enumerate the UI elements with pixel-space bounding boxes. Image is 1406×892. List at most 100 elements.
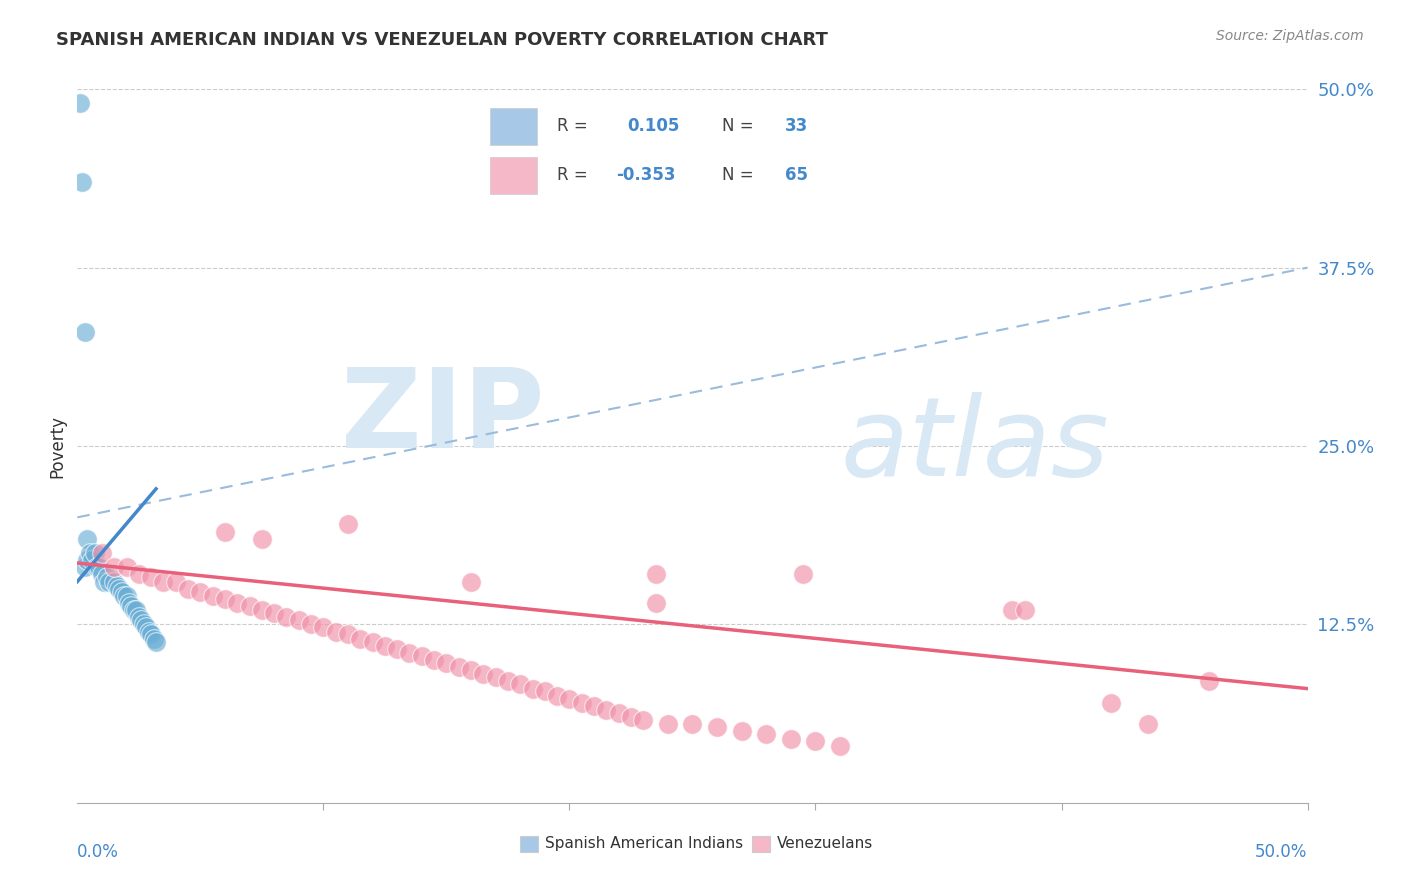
Point [349, 632, 371, 646]
Text: 0.0%: 0.0% [77, 843, 120, 861]
Point [142, 632, 165, 646]
Point [135, 620, 157, 634]
Point [111, 584, 132, 599]
Y-axis label: Poverty: Poverty [48, 415, 66, 477]
Point [534, 684, 557, 698]
Point [423, 653, 446, 667]
Point [558, 691, 581, 706]
Point [1136, 717, 1159, 731]
Text: Spanish American Indians: Spanish American Indians [546, 837, 744, 851]
Point [76, 553, 98, 567]
Point [496, 674, 519, 689]
Point [447, 660, 470, 674]
FancyBboxPatch shape [489, 157, 537, 194]
Point [325, 624, 347, 639]
Point [633, 713, 655, 727]
Point [128, 610, 150, 624]
Point [620, 710, 643, 724]
Point [141, 627, 163, 641]
Point [165, 574, 187, 589]
Point [374, 639, 396, 653]
Text: 0.105: 0.105 [627, 117, 681, 135]
Text: Source: ZipAtlas.com: Source: ZipAtlas.com [1216, 29, 1364, 43]
Point [129, 613, 153, 627]
Point [337, 627, 360, 641]
Point [436, 656, 458, 670]
Point [121, 599, 143, 613]
Point [312, 620, 335, 634]
Point [460, 574, 482, 589]
Point [70, 175, 93, 189]
Point [830, 739, 852, 753]
Point [657, 717, 679, 731]
Point [73, 560, 96, 574]
Point [214, 524, 236, 539]
Point [607, 706, 630, 720]
Point [731, 724, 754, 739]
Text: atlas: atlas [841, 392, 1109, 500]
Point [103, 574, 125, 589]
Point [398, 646, 420, 660]
Point [411, 648, 433, 663]
Point [644, 596, 666, 610]
Point [128, 567, 150, 582]
Point [239, 599, 262, 613]
Point [792, 567, 814, 582]
Point [93, 574, 115, 589]
Text: ZIP: ZIP [342, 364, 546, 471]
Point [96, 570, 118, 584]
Point [118, 596, 141, 610]
Point [125, 603, 148, 617]
Point [755, 727, 778, 741]
Point [141, 570, 163, 584]
Text: 50.0%: 50.0% [1256, 843, 1308, 861]
Point [226, 596, 249, 610]
Point [644, 567, 666, 582]
Point [595, 703, 617, 717]
Text: -0.353: -0.353 [616, 166, 675, 184]
Point [83, 546, 105, 560]
Point [263, 606, 285, 620]
Point [250, 603, 273, 617]
Point [138, 624, 160, 639]
Point [152, 574, 174, 589]
Point [90, 546, 114, 560]
Point [122, 603, 145, 617]
Point [79, 546, 101, 560]
Point [583, 698, 606, 713]
Point [108, 582, 131, 596]
Point [1198, 674, 1220, 689]
Point [69, 96, 91, 111]
FancyBboxPatch shape [489, 108, 537, 145]
Point [571, 696, 593, 710]
Point [682, 717, 704, 731]
Point [706, 720, 728, 734]
Point [201, 589, 224, 603]
Point [804, 734, 827, 748]
Point [98, 574, 121, 589]
Point [546, 689, 568, 703]
Point [485, 670, 508, 684]
Point [276, 610, 298, 624]
Point [337, 517, 360, 532]
Point [115, 560, 138, 574]
Point [460, 663, 482, 677]
Text: Venezuelans: Venezuelans [778, 837, 873, 851]
Point [103, 560, 125, 574]
Point [1014, 603, 1036, 617]
Point [188, 584, 212, 599]
Point [522, 681, 544, 696]
Text: SPANISH AMERICAN INDIAN VS VENEZUELAN POVERTY CORRELATION CHART: SPANISH AMERICAN INDIAN VS VENEZUELAN PO… [56, 31, 828, 49]
Point [385, 641, 409, 656]
Point [509, 677, 531, 691]
Point [89, 560, 111, 574]
Point [132, 617, 155, 632]
Point [90, 567, 114, 582]
Text: 33: 33 [785, 117, 808, 135]
Point [112, 589, 135, 603]
Text: 65: 65 [785, 166, 808, 184]
Point [214, 591, 236, 606]
Point [299, 617, 322, 632]
Point [73, 325, 96, 339]
Point [780, 731, 803, 746]
